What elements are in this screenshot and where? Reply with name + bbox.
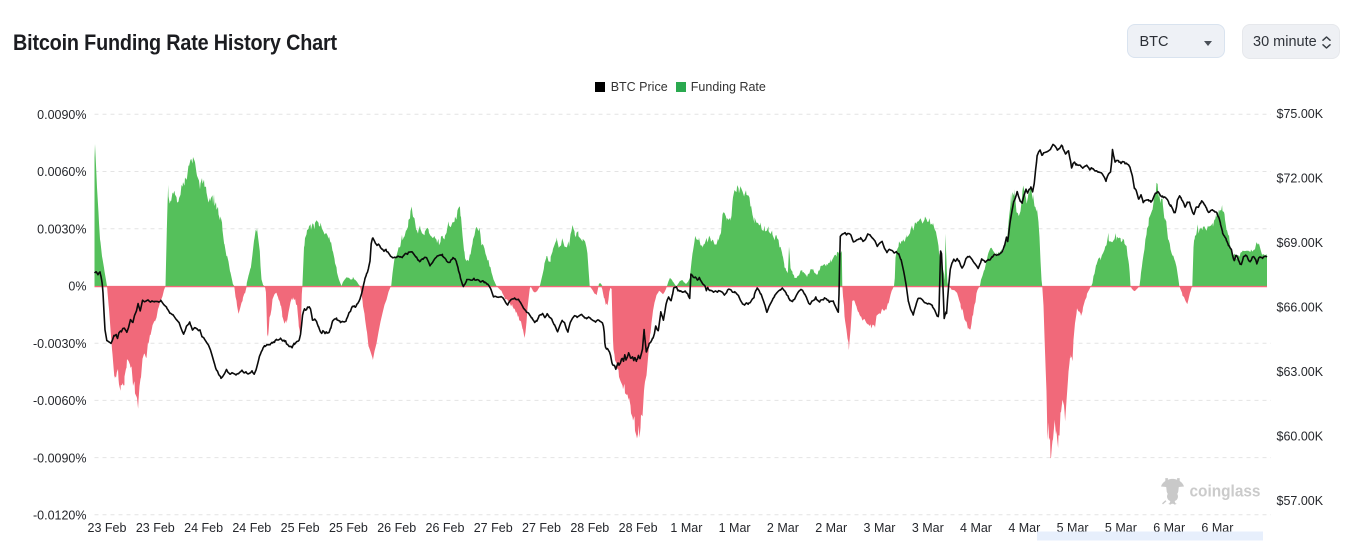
svg-text:coinglass: coinglass [1190,482,1261,501]
svg-text:4 Mar: 4 Mar [1008,521,1040,535]
svg-text:25 Feb: 25 Feb [329,521,368,535]
svg-text:$66.00K: $66.00K [1277,301,1324,315]
svg-text:0.0030%: 0.0030% [37,223,86,237]
svg-text:1 Mar: 1 Mar [670,521,702,535]
svg-text:28 Feb: 28 Feb [619,521,658,535]
svg-text:$72.00K: $72.00K [1277,172,1324,186]
svg-text:3 Mar: 3 Mar [912,521,944,535]
svg-text:25 Feb: 25 Feb [281,521,320,535]
svg-text:0%: 0% [68,280,86,294]
svg-text:0.0090%: 0.0090% [37,108,86,122]
svg-text:4 Mar: 4 Mar [960,521,992,535]
svg-text:-0.0120%: -0.0120% [33,509,87,523]
svg-text:2 Mar: 2 Mar [767,521,799,535]
svg-text:23 Feb: 23 Feb [136,521,175,535]
svg-text:24 Feb: 24 Feb [232,521,271,535]
svg-text:-0.0030%: -0.0030% [33,337,87,351]
svg-text:2 Mar: 2 Mar [815,521,847,535]
svg-text:24 Feb: 24 Feb [184,521,223,535]
svg-text:28 Feb: 28 Feb [570,521,609,535]
svg-text:0.0060%: 0.0060% [37,165,86,179]
svg-text:$75.00K: $75.00K [1277,107,1324,121]
svg-text:26 Feb: 26 Feb [426,521,465,535]
svg-text:27 Feb: 27 Feb [474,521,513,535]
svg-text:-0.0090%: -0.0090% [33,451,87,465]
svg-text:$57.00K: $57.00K [1277,494,1324,508]
svg-text:$63.00K: $63.00K [1277,365,1324,379]
svg-text:26 Feb: 26 Feb [377,521,416,535]
svg-text:23 Feb: 23 Feb [88,521,127,535]
svg-text:1 Mar: 1 Mar [719,521,751,535]
svg-text:$60.00K: $60.00K [1277,430,1324,444]
svg-text:-0.0060%: -0.0060% [33,394,87,408]
svg-text:3 Mar: 3 Mar [864,521,896,535]
svg-text:27 Feb: 27 Feb [522,521,561,535]
svg-text:$69.00K: $69.00K [1277,236,1324,250]
